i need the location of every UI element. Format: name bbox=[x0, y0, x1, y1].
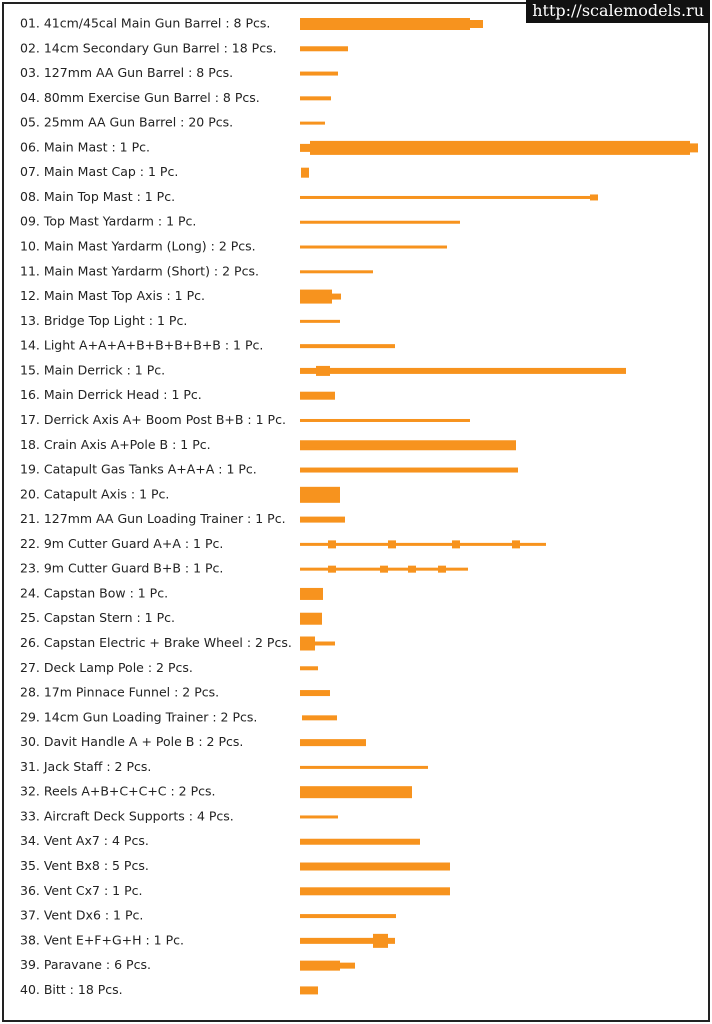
part-silhouette bbox=[590, 194, 598, 201]
item-label: 39. Paravane : 6 Pcs. bbox=[20, 957, 151, 972]
part-silhouette bbox=[300, 96, 331, 101]
item-label: 13. Bridge Top Light : 1 Pc. bbox=[20, 313, 187, 328]
part-silhouette bbox=[302, 715, 337, 721]
part-silhouette bbox=[300, 418, 470, 422]
part-silhouette bbox=[300, 786, 412, 799]
part-silhouette bbox=[300, 270, 373, 274]
item-label: 27. Deck Lamp Pole : 2 Pcs. bbox=[20, 660, 193, 675]
item-label: 23. 9m Cutter Guard B+B : 1 Pc. bbox=[20, 561, 223, 576]
part-silhouette bbox=[300, 986, 318, 995]
item-label: 17. Derrick Axis A+ Boom Post B+B : 1 Pc… bbox=[20, 412, 286, 427]
part-silhouette bbox=[690, 143, 698, 153]
item-label: 16. Main Derrick Head : 1 Pc. bbox=[20, 387, 202, 402]
item-label: 33. Aircraft Deck Supports : 4 Pcs. bbox=[20, 808, 234, 823]
part-silhouette bbox=[300, 937, 395, 944]
item-label: 21. 127mm AA Gun Loading Trainer : 1 Pc. bbox=[20, 511, 286, 526]
item-label: 30. Davit Handle A + Pole B : 2 Pcs. bbox=[20, 734, 243, 749]
item-label: 02. 14cm Secondary Gun Barrel : 18 Pcs. bbox=[20, 40, 277, 55]
part-silhouette bbox=[300, 914, 396, 919]
item-label: 15. Main Derrick : 1 Pc. bbox=[20, 362, 165, 377]
item-label: 10. Main Mast Yardarm (Long) : 2 Pcs. bbox=[20, 239, 256, 254]
item-label: 07. Main Mast Cap : 1 Pc. bbox=[20, 164, 178, 179]
part-silhouette bbox=[300, 641, 335, 646]
part-silhouette bbox=[300, 887, 450, 896]
item-label: 09. Top Mast Yardarm : 1 Pc. bbox=[20, 214, 196, 229]
part-silhouette bbox=[300, 367, 626, 374]
part-silhouette bbox=[300, 960, 340, 971]
part-silhouette bbox=[388, 540, 396, 549]
part-silhouette bbox=[300, 220, 460, 224]
item-label: 22. 9m Cutter Guard A+A : 1 Pc. bbox=[20, 536, 223, 551]
part-silhouette bbox=[300, 443, 320, 448]
part-silhouette bbox=[300, 289, 332, 304]
item-label: 32. Reels A+B+C+C+C : 2 Pcs. bbox=[20, 784, 216, 799]
item-label: 19. Catapult Gas Tanks A+A+A : 1 Pc. bbox=[20, 462, 257, 477]
part-silhouette bbox=[300, 121, 325, 125]
part-silhouette bbox=[373, 933, 388, 948]
part-silhouette bbox=[300, 319, 340, 323]
item-label: 24. Capstan Bow : 1 Pc. bbox=[20, 585, 168, 600]
part-silhouette bbox=[316, 365, 330, 376]
item-label: 03. 127mm AA Gun Barrel : 8 Pcs. bbox=[20, 65, 233, 80]
item-label: 31. Jack Staff : 2 Pcs. bbox=[20, 759, 151, 774]
part-silhouette bbox=[438, 565, 446, 573]
part-silhouette bbox=[301, 167, 309, 178]
part-silhouette bbox=[300, 587, 323, 600]
item-label: 20. Catapult Axis : 1 Pc. bbox=[20, 486, 169, 501]
part-silhouette bbox=[300, 344, 395, 349]
item-label: 05. 25mm AA Gun Barrel : 20 Pcs. bbox=[20, 115, 233, 130]
part-silhouette bbox=[300, 765, 428, 769]
part-silhouette bbox=[300, 516, 345, 523]
part-silhouette bbox=[470, 20, 483, 28]
item-label: 01. 41cm/45cal Main Gun Barrel : 8 Pcs. bbox=[20, 16, 270, 31]
item-label: 25. Capstan Stern : 1 Pc. bbox=[20, 610, 175, 625]
part-silhouette bbox=[328, 565, 336, 573]
part-silhouette bbox=[328, 540, 336, 549]
part-silhouette bbox=[300, 862, 450, 871]
part-silhouette bbox=[300, 739, 366, 747]
item-label: 35. Vent Bx8 : 5 Pcs. bbox=[20, 858, 149, 873]
item-label: 12. Main Mast Top Axis : 1 Pc. bbox=[20, 288, 205, 303]
part-silhouette bbox=[300, 815, 338, 819]
part-silhouette bbox=[512, 540, 520, 549]
part-silhouette bbox=[300, 838, 420, 845]
part-silhouette bbox=[300, 690, 330, 697]
part-silhouette bbox=[300, 542, 546, 546]
item-label: 04. 80mm Exercise Gun Barrel : 8 Pcs. bbox=[20, 90, 260, 105]
part-silhouette bbox=[310, 140, 690, 155]
item-label: 28. 17m Pinnace Funnel : 2 Pcs. bbox=[20, 685, 219, 700]
part-silhouette bbox=[300, 245, 447, 249]
part-silhouette bbox=[380, 565, 388, 573]
part-silhouette bbox=[300, 71, 338, 76]
item-label: 40. Bitt : 18 Pcs. bbox=[20, 982, 123, 997]
part-silhouette bbox=[300, 391, 335, 400]
item-label: 08. Main Top Mast : 1 Pc. bbox=[20, 189, 175, 204]
part-silhouette bbox=[300, 143, 310, 152]
item-label: 11. Main Mast Yardarm (Short) : 2 Pcs. bbox=[20, 263, 259, 278]
part-silhouette bbox=[300, 18, 470, 30]
part-silhouette bbox=[300, 486, 340, 503]
part-silhouette bbox=[300, 46, 348, 52]
part-silhouette bbox=[332, 293, 341, 300]
item-label: 26. Capstan Electric + Brake Wheel : 2 P… bbox=[20, 635, 292, 650]
item-label: 18. Crain Axis A+Pole B : 1 Pc. bbox=[20, 437, 211, 452]
item-label: 14. Light A+A+A+B+B+B+B+B : 1 Pc. bbox=[20, 338, 263, 353]
item-label: 06. Main Mast : 1 Pc. bbox=[20, 139, 150, 154]
watermark: http://scalemodels.ru bbox=[526, 0, 710, 23]
part-silhouette bbox=[300, 467, 518, 473]
part-silhouette bbox=[300, 612, 322, 625]
item-label: 29. 14cm Gun Loading Trainer : 2 Pcs. bbox=[20, 709, 257, 724]
part-silhouette bbox=[300, 666, 318, 671]
part-silhouette bbox=[452, 540, 460, 549]
item-label: 37. Vent Dx6 : 1 Pc. bbox=[20, 908, 143, 923]
part-silhouette bbox=[300, 440, 516, 451]
item-label: 36. Vent Cx7 : 1 Pc. bbox=[20, 883, 142, 898]
part-silhouette bbox=[408, 565, 416, 573]
part-silhouette bbox=[300, 195, 598, 199]
item-label: 34. Vent Ax7 : 4 Pcs. bbox=[20, 833, 149, 848]
part-silhouette bbox=[300, 636, 315, 651]
item-label: 38. Vent E+F+G+H : 1 Pc. bbox=[20, 932, 184, 947]
